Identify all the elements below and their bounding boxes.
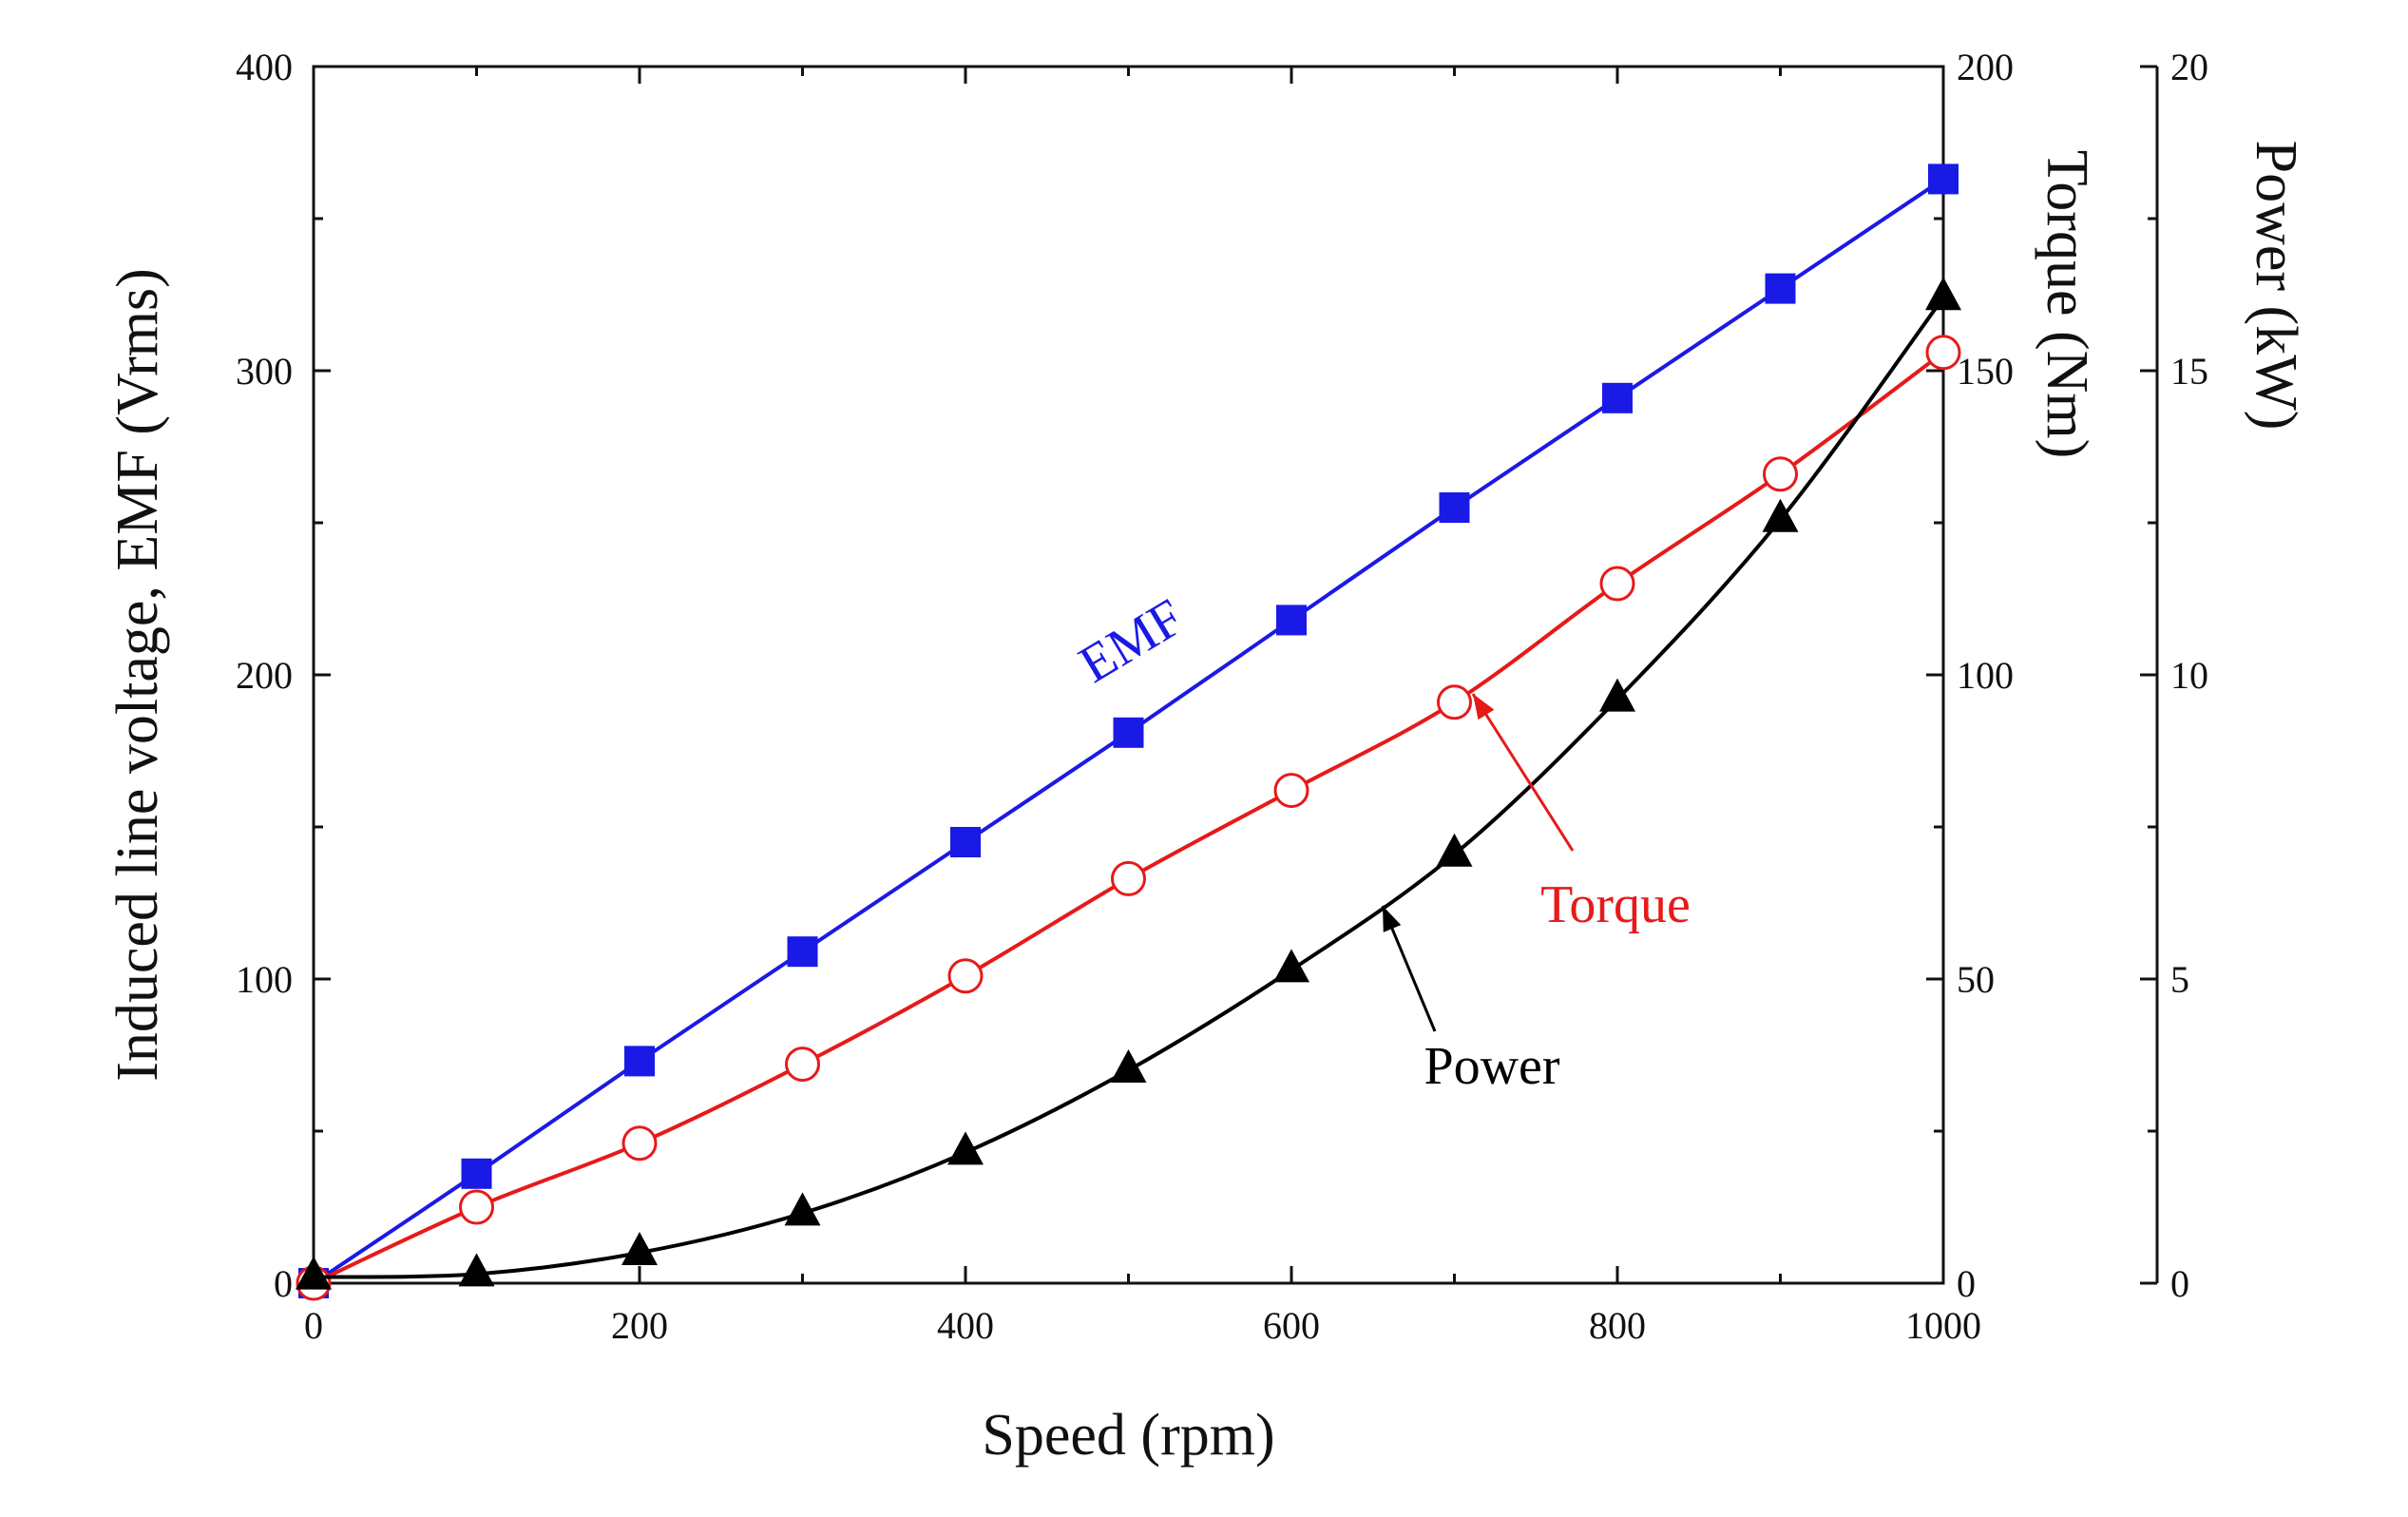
emf-point [1928,163,1959,195]
emf-point [461,1158,492,1189]
torque-point [1925,335,1961,371]
power-axis-tick-label: 15 [2170,350,2208,393]
emf-point [1765,273,1796,304]
power-point [784,1192,821,1226]
torque-arrow-head [1473,694,1495,720]
left-y-tick-label: 300 [236,350,293,393]
power-point [1599,678,1635,712]
x-tick-label: 200 [611,1304,668,1347]
torque-series-line [313,351,1945,1285]
x-tick-label: 800 [1589,1304,1646,1347]
emf-point [1113,717,1144,748]
power-axis-tick-label: 5 [2170,958,2189,1001]
x-axis-title: Speed (rpm) [982,1403,1274,1468]
torque-axis-tick-label: 100 [1957,654,2014,697]
power-axis-tick-label: 0 [2170,1262,2189,1305]
emf-point [624,1046,655,1077]
torque-point [1599,566,1635,602]
torque-point [1111,860,1146,896]
torque-point [785,1047,820,1083]
emf-series-label: EMF [1069,587,1194,694]
emf-point [787,936,818,968]
torque-point [1273,773,1309,809]
power-series-line [313,297,1945,1279]
power-point [1925,277,1961,311]
power-point [1762,498,1799,532]
power-point [458,1253,495,1287]
torque-axis-title: Torque (Nm) [2035,150,2099,459]
left-y-tick-label: 400 [236,46,293,88]
power-axis-tick-label: 20 [2170,46,2208,88]
torque-point [621,1125,658,1162]
power-point [621,1232,658,1265]
torque-point [1437,684,1472,720]
power-point [1273,949,1309,983]
torque-axis-tick-label: 150 [1957,350,2014,393]
emf-point [1602,382,1633,413]
power-point [296,1256,332,1290]
torque-axis-tick-label: 50 [1957,958,1995,1001]
left-y-axis-title: Induced line voltage, EMF (Vrms) [105,268,170,1081]
emf-point [1276,605,1307,636]
left-y-tick-label: 200 [236,654,293,697]
torque-series-label: Torque [1540,875,1691,934]
torque-point [459,1189,494,1225]
power-point [947,1131,984,1165]
torque-axis-tick-label: 0 [1957,1262,1976,1305]
power-axis-title: Power (kW) [2244,141,2308,431]
power-point [1436,833,1473,867]
x-tick-label: 400 [937,1304,994,1347]
torque-axis-tick-label: 200 [1957,46,2014,88]
torque-point [1763,456,1798,492]
power-arrow-head [1383,906,1402,932]
emf-point [950,827,981,857]
power-axis-tick-label: 10 [2170,654,2208,697]
left-y-tick-label: 100 [236,958,293,1001]
x-tick-label: 1000 [1905,1304,1981,1347]
power-series-label: Power [1424,1037,1559,1096]
torque-arrow-shaft [1471,693,1575,852]
power-point [1110,1049,1147,1083]
left-y-tick-label: 0 [274,1262,293,1305]
x-tick-label: 600 [1263,1304,1320,1347]
torque-point [947,958,984,994]
emf-point [1439,492,1470,523]
x-tick-label: 0 [304,1304,323,1347]
